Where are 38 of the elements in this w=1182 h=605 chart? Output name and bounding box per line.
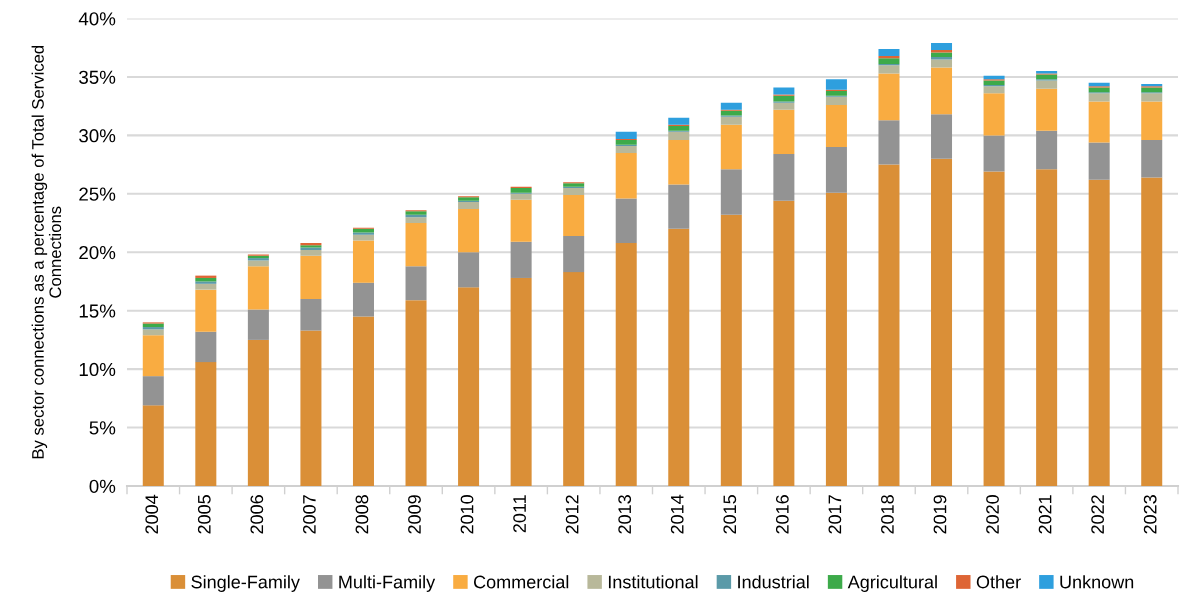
legend-label: Institutional (608, 575, 698, 589)
x-tick-label: 2006 (250, 495, 264, 534)
x-tick-label: 2010 (460, 495, 474, 534)
x-tick-label: 2007 (302, 495, 316, 534)
x-tick-label: 2015 (723, 495, 737, 534)
x-tick-label: 2016 (775, 495, 789, 534)
y-tick-label: 15% (79, 304, 116, 318)
y-tick-label: 35% (79, 70, 116, 84)
x-tick-label: 2013 (618, 495, 632, 534)
legend-label: Commercial (473, 575, 569, 589)
x-tick-label: 2022 (1091, 495, 1105, 534)
legend-label: Multi-Family (339, 575, 436, 592)
x-tick-label: 2021 (1038, 495, 1052, 534)
legend-label: Industrial (738, 575, 809, 589)
legend-label: Other (976, 575, 1021, 589)
x-tick-label: 2020 (986, 495, 999, 534)
y-tick-label: 40% (78, 12, 116, 26)
x-tick-label: 2017 (828, 495, 842, 534)
y-tick-label: 25% (79, 187, 116, 201)
y-tick-label: 10% (79, 362, 116, 377)
y-axis-title: By sector connections as a percentage of Total Serviced Connections (31, 45, 62, 459)
y-tick-label: 0% (89, 479, 116, 493)
x-tick-label: 2023 (1143, 495, 1157, 534)
x-tick-label: 2011 (513, 495, 526, 533)
x-tick-label: 2009 (408, 495, 421, 534)
x-tick-label: 2019 (933, 495, 947, 534)
y-tick-label: 20% (79, 245, 116, 260)
x-tick-label: 2004 (145, 494, 159, 534)
x-tick-label: 2018 (881, 495, 894, 534)
x-tick-label: 2014 (670, 494, 684, 534)
x-tick-label: 2005 (197, 495, 211, 534)
y-tick-label: 5% (89, 421, 116, 435)
y-tick-label: 30% (79, 129, 116, 143)
x-tick-label: 2012 (565, 495, 579, 534)
x-tick-label: 2008 (355, 495, 369, 534)
legend-label: Unknown (1060, 575, 1134, 589)
legend-label: Single-Family (191, 575, 300, 592)
legend-label: Agricultural (847, 575, 937, 592)
